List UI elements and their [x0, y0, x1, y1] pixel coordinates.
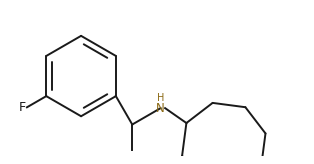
- Text: N: N: [156, 102, 165, 115]
- Text: H: H: [157, 93, 164, 103]
- Text: F: F: [18, 101, 25, 114]
